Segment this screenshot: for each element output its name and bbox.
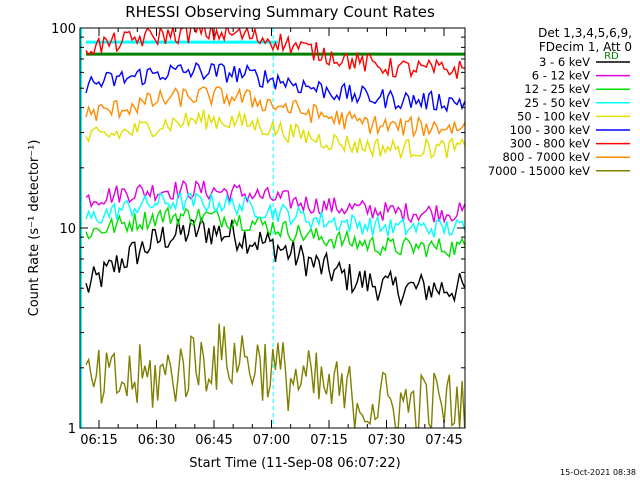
y-tick-label-0: 1 (68, 422, 76, 437)
series-line-1 (85, 179, 465, 224)
series-line-6 (85, 28, 465, 79)
x-tick-label-0: 06:15 (80, 433, 117, 448)
x-tick-label-1: 06:30 (138, 433, 175, 448)
y-tick-label-2: 100 (51, 22, 76, 37)
series-line-0 (85, 216, 465, 307)
series-line-7 (85, 86, 465, 139)
chart-title: RHESSI Observing Summary Count Rates (125, 3, 435, 21)
series-line-3 (85, 191, 465, 238)
legend-header-line-2: FDecim 1, Att 0 (539, 40, 632, 54)
footer-timestamp: 15-Oct-2021 08:38 (560, 468, 636, 477)
legend: Det 1,3,4,5,6,9, FDecim 1, Att 0 3 - 6 k… (488, 26, 632, 178)
x-tick-label-6: 07:45 (425, 433, 462, 448)
y-axis-label: Count Rate (s⁻¹ detector⁻¹) (27, 140, 42, 317)
plot-area: RDRD (80, 28, 619, 428)
x-tick-label-2: 06:45 (195, 433, 232, 448)
series-line-2 (85, 205, 465, 259)
x-tick-label-5: 07:30 (368, 433, 405, 448)
series-line-8 (85, 323, 465, 428)
series-line-5 (85, 61, 465, 113)
legend-label-7: 800 - 7000 keV (502, 150, 590, 164)
legend-label-0: 3 - 6 keV (539, 55, 590, 69)
legend-label-2: 12 - 25 keV (524, 82, 590, 96)
axes: 1 10 100 06:15 06:30 06:45 07:00 07:15 07:30 07:4… (51, 22, 466, 448)
x-tick-label-4: 07:15 (310, 433, 347, 448)
legend-header-line-1: Det 1,3,4,5,6,9, (538, 26, 632, 40)
legend-label-6: 300 - 800 keV (510, 137, 590, 151)
legend-label-8: 7000 - 15000 keV (488, 164, 590, 178)
legend-label-5: 100 - 300 keV (510, 123, 590, 137)
legend-label-4: 50 - 100 keV (517, 109, 590, 123)
legend-label-3: 25 - 50 keV (524, 96, 590, 110)
legend-label-1: 6 - 12 keV (532, 69, 590, 83)
x-axis-label: Start Time (11-Sep-08 06:07:22) (189, 456, 400, 471)
plot-clip-group (80, 28, 465, 428)
y-tick-label-1: 10 (59, 222, 76, 237)
series-line-4 (85, 109, 465, 160)
x-tick-label-3: 07:00 (253, 433, 290, 448)
annotation-0: RD (604, 51, 619, 62)
